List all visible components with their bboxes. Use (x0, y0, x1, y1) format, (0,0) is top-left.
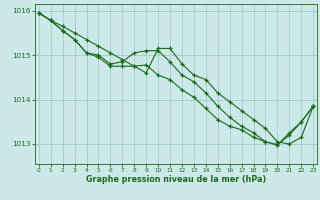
X-axis label: Graphe pression niveau de la mer (hPa): Graphe pression niveau de la mer (hPa) (86, 175, 266, 184)
